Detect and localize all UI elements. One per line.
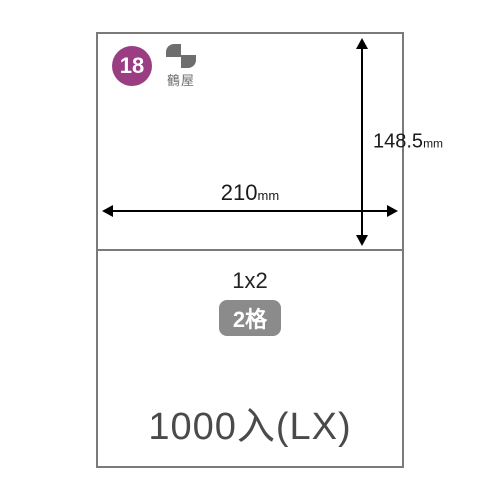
- brand-text: 鶴屋: [160, 70, 202, 89]
- height-label: 148.5mm: [373, 131, 443, 154]
- height-unit: mm: [423, 137, 443, 151]
- sheet-divider: [98, 249, 402, 251]
- product-number-badge: 18: [112, 46, 152, 86]
- width-unit: mm: [258, 188, 280, 203]
- product-number: 18: [120, 53, 144, 79]
- height-value: 148.5: [373, 131, 423, 153]
- width-label: 210mm: [221, 180, 279, 206]
- layout-info: 1x2 2格: [98, 268, 402, 336]
- dimension-line: [112, 210, 388, 212]
- dimension-line: [361, 48, 363, 236]
- brand-mark-icon: [166, 44, 196, 68]
- width-dimension: 210mm: [102, 210, 398, 211]
- arrow-down-icon: [356, 235, 368, 246]
- brand-logo: 鶴屋: [160, 44, 202, 89]
- arrow-right-icon: [387, 205, 398, 217]
- cell-count-pill: 2格: [219, 300, 281, 336]
- height-dimension: 148.5mm: [361, 38, 362, 246]
- quantity-label: 1000入(LX): [98, 395, 402, 450]
- label-sheet-diagram: 18 鶴屋 148.5mm 210mm 1x2 2格 1000入(LX): [96, 32, 404, 468]
- width-value: 210: [221, 180, 258, 205]
- grid-layout: 1x2: [98, 268, 402, 294]
